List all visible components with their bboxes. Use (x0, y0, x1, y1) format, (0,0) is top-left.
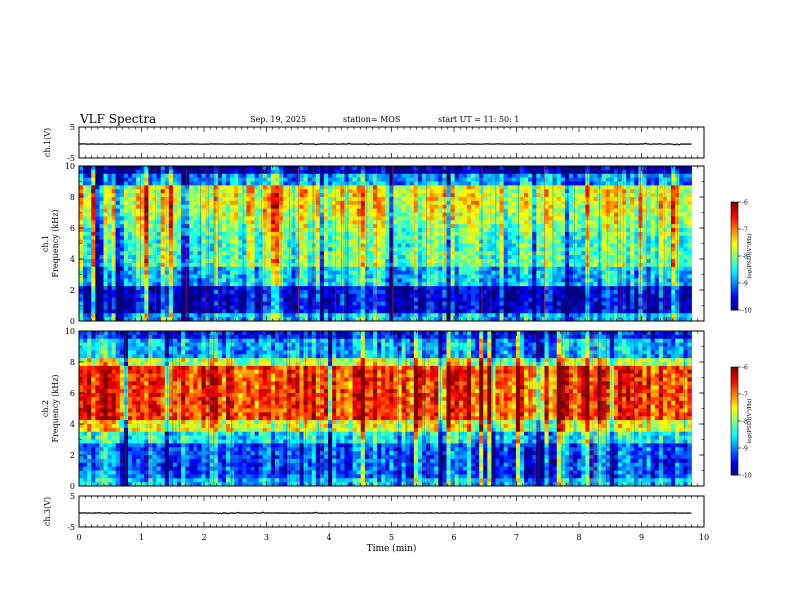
colorbar-tick-label: -7 (742, 392, 748, 399)
x-tick-label: 2 (201, 533, 206, 542)
colorbar-tick-label: -9 (742, 446, 748, 453)
colorbar-label: log(PSD)(V²/Hz) (746, 399, 753, 444)
y-tick-label: 4 (70, 420, 75, 429)
x-tick-label: 7 (514, 533, 519, 542)
x-tick-label: 5 (389, 533, 394, 542)
start-time-label: start UT = 11: 50: 1 (438, 115, 520, 124)
colorbar-2 (731, 367, 738, 476)
y-tick-label: 0 (70, 317, 75, 326)
y-axis-label: Frequency (kHz) (51, 374, 60, 442)
colorbar-1 (731, 202, 738, 311)
voltage-trace-1 (78, 142, 692, 146)
x-tick-label: 10 (699, 533, 709, 542)
y-tick-label: 2 (70, 451, 75, 460)
colorbar-label: log(PSD)(V²/Hz) (746, 234, 753, 279)
y-axis-label: ch.1 (41, 235, 50, 252)
y-tick-label: 8 (70, 193, 75, 202)
spectrogram-1 (79, 166, 692, 322)
x-tick-label: 0 (76, 533, 81, 542)
spectrogram-2 (79, 331, 692, 487)
y-tick-label: 5 (70, 492, 75, 501)
y-tick-label: 4 (70, 255, 75, 264)
station-label: station= MOS (343, 115, 401, 124)
colorbar-tick-label: -7 (742, 227, 748, 234)
y-tick-label: 5 (70, 123, 75, 132)
x-tick-label: 9 (639, 533, 644, 542)
y-axis-label: ch.3(V) (43, 497, 52, 526)
x-tick-label: 8 (576, 533, 581, 542)
colorbar-tick-label: -10 (742, 308, 752, 315)
y-axis-label: ch.1(V) (43, 128, 52, 157)
y-tick-label: 6 (70, 224, 75, 233)
x-tick-label: 1 (139, 533, 144, 542)
colorbar-tick-label: -6 (742, 200, 748, 207)
y-tick-label: 10 (65, 327, 75, 336)
colorbar-tick-label: -8 (742, 254, 748, 261)
x-tick-label: 4 (326, 533, 331, 542)
x-tick-label: 6 (451, 533, 456, 542)
x-axis-label: Time (min) (367, 543, 417, 554)
y-tick-label: 6 (70, 389, 75, 398)
x-tick-label: 3 (264, 533, 269, 542)
y-tick-label: 10 (65, 162, 75, 171)
colorbar-tick-label: -9 (742, 281, 748, 288)
colorbar-tick-label: -10 (742, 473, 752, 480)
y-axis-label: Frequency (kHz) (51, 209, 60, 277)
y-tick-label: -5 (67, 154, 75, 163)
y-tick-label: 8 (70, 358, 75, 367)
colorbar-tick-label: -6 (742, 365, 748, 372)
y-tick-label: 0 (70, 482, 75, 491)
y-axis-label: ch.2 (41, 400, 50, 417)
y-tick-label: 2 (70, 286, 75, 295)
y-tick-label: -5 (67, 523, 75, 532)
date-label: Sep. 19, 2025 (250, 115, 307, 124)
colorbar-tick-label: -8 (742, 419, 748, 426)
voltage-trace-3 (78, 511, 692, 515)
chart-title: VLF Spectra (80, 112, 157, 126)
